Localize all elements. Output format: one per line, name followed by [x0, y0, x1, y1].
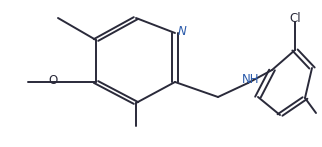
Text: O: O — [49, 74, 58, 87]
Text: N: N — [178, 25, 186, 38]
Text: Cl: Cl — [290, 12, 301, 25]
Text: NH: NH — [242, 73, 259, 86]
